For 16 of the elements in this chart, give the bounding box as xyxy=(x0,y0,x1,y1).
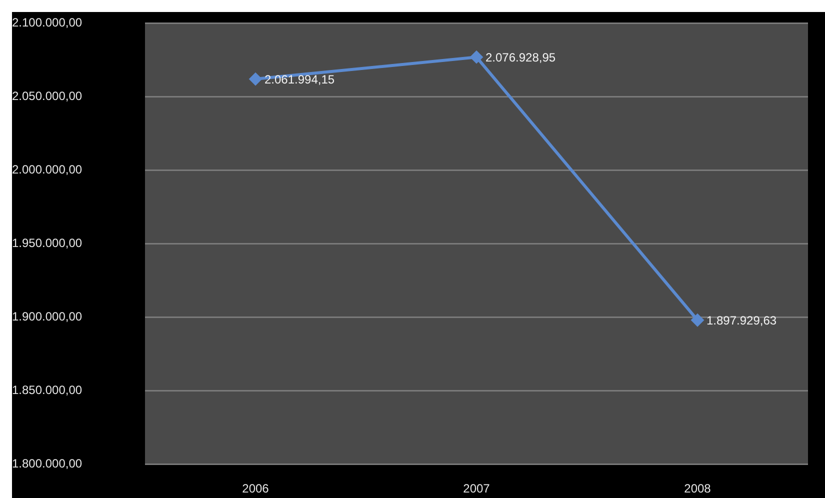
y-tick-label: 1.850.000,00 xyxy=(12,382,82,397)
data-label: 1.897.929,63 xyxy=(706,313,777,328)
y-tick-label: 2.100.000,00 xyxy=(12,16,82,30)
data-label: 2.076.928,95 xyxy=(486,50,556,64)
y-tick-label: 2.000.000,00 xyxy=(12,162,82,176)
y-tick-label: 2.050.000,00 xyxy=(12,88,82,103)
x-tick-label: 2008 xyxy=(684,482,712,496)
point xyxy=(249,72,262,86)
y-tick-label: 1.900.000,00 xyxy=(12,309,82,324)
data-label: 2.061.994,15 xyxy=(264,72,335,86)
y-tick-label: 1.800.000,00 xyxy=(12,456,82,470)
x-tick-label: 2006 xyxy=(242,482,270,496)
point xyxy=(470,50,483,64)
y-tick-label: 1.950.000,00 xyxy=(12,236,82,250)
x-tick-label: 2007 xyxy=(463,482,490,496)
point xyxy=(691,314,704,327)
